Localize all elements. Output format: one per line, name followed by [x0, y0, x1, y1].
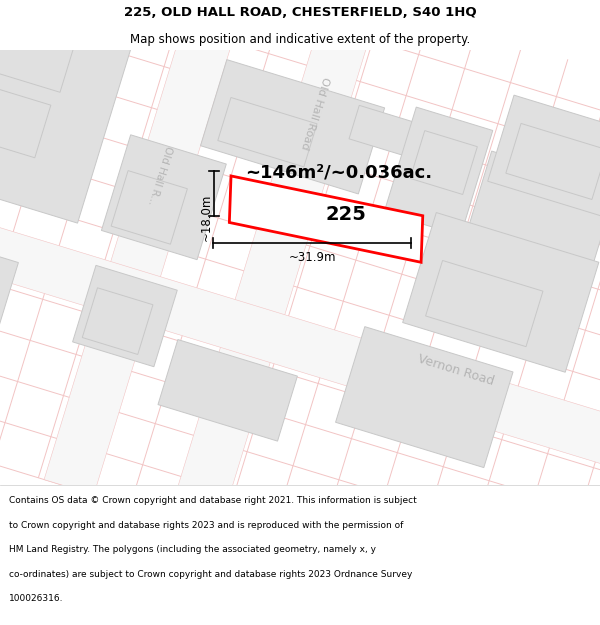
Polygon shape	[403, 213, 599, 372]
Polygon shape	[488, 95, 600, 225]
Polygon shape	[200, 59, 385, 194]
Polygon shape	[101, 135, 226, 259]
Polygon shape	[16, 0, 124, 6]
Polygon shape	[73, 266, 177, 367]
Text: 225, OLD HALL ROAD, CHESTERFIELD, S40 1HQ: 225, OLD HALL ROAD, CHESTERFIELD, S40 1H…	[124, 6, 476, 19]
Polygon shape	[410, 131, 478, 194]
Text: ~18.0m: ~18.0m	[199, 193, 212, 241]
Polygon shape	[0, 8, 79, 92]
Text: 225: 225	[326, 204, 367, 224]
Polygon shape	[0, 0, 133, 223]
Polygon shape	[218, 98, 317, 167]
Polygon shape	[384, 107, 493, 236]
Polygon shape	[506, 124, 600, 199]
Polygon shape	[169, 0, 380, 532]
Polygon shape	[229, 176, 423, 262]
Polygon shape	[467, 151, 600, 271]
Text: 100026316.: 100026316.	[9, 594, 64, 603]
Polygon shape	[0, 209, 600, 468]
Polygon shape	[82, 288, 153, 354]
Polygon shape	[425, 261, 543, 347]
Text: ~146m²/~0.036ac.: ~146m²/~0.036ac.	[245, 163, 433, 181]
Polygon shape	[349, 106, 416, 156]
Polygon shape	[335, 327, 513, 468]
Polygon shape	[158, 339, 298, 441]
Text: to Crown copyright and database rights 2023 and is reproduced with the permissio: to Crown copyright and database rights 2…	[9, 521, 403, 530]
Text: Vernon Road: Vernon Road	[416, 352, 496, 388]
Text: Old Hall R...: Old Hall R...	[146, 144, 174, 206]
Text: co-ordinates) are subject to Crown copyright and database rights 2023 Ordnance S: co-ordinates) are subject to Crown copyr…	[9, 570, 412, 579]
Text: Map shows position and indicative extent of the property.: Map shows position and indicative extent…	[130, 34, 470, 46]
Polygon shape	[111, 171, 187, 244]
Polygon shape	[0, 233, 19, 349]
Text: Old Hall Road: Old Hall Road	[299, 75, 331, 151]
Polygon shape	[0, 81, 51, 158]
Text: ~31.9m: ~31.9m	[289, 251, 336, 264]
Polygon shape	[44, 0, 256, 495]
Text: HM Land Registry. The polygons (including the associated geometry, namely x, y: HM Land Registry. The polygons (includin…	[9, 545, 376, 554]
Text: Contains OS data © Crown copyright and database right 2021. This information is : Contains OS data © Crown copyright and d…	[9, 496, 417, 505]
